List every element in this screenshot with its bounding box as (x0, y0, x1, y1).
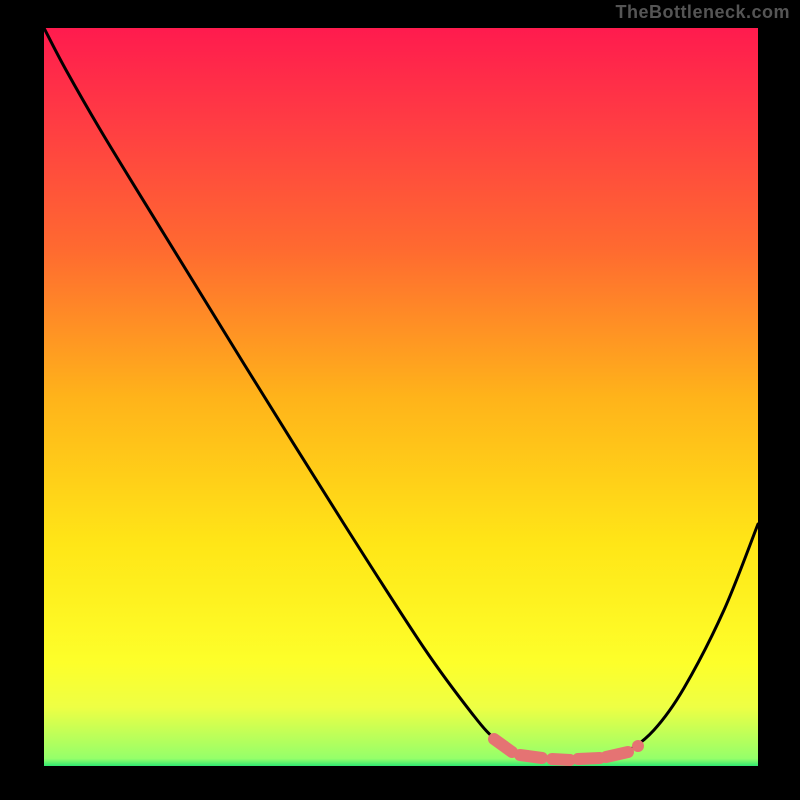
plot-area (44, 28, 758, 766)
valley-dot (632, 740, 644, 752)
valley-dash (494, 739, 512, 752)
valley-dash (520, 755, 542, 758)
bottleneck-curve (44, 28, 758, 761)
valley-dash (552, 759, 570, 760)
valley-dash (606, 752, 628, 757)
valley-dash (578, 758, 600, 759)
valley-marker-group (494, 739, 644, 760)
curve-layer (44, 28, 758, 766)
chart-container: TheBottleneck.com (0, 0, 800, 800)
watermark-text: TheBottleneck.com (615, 2, 790, 23)
